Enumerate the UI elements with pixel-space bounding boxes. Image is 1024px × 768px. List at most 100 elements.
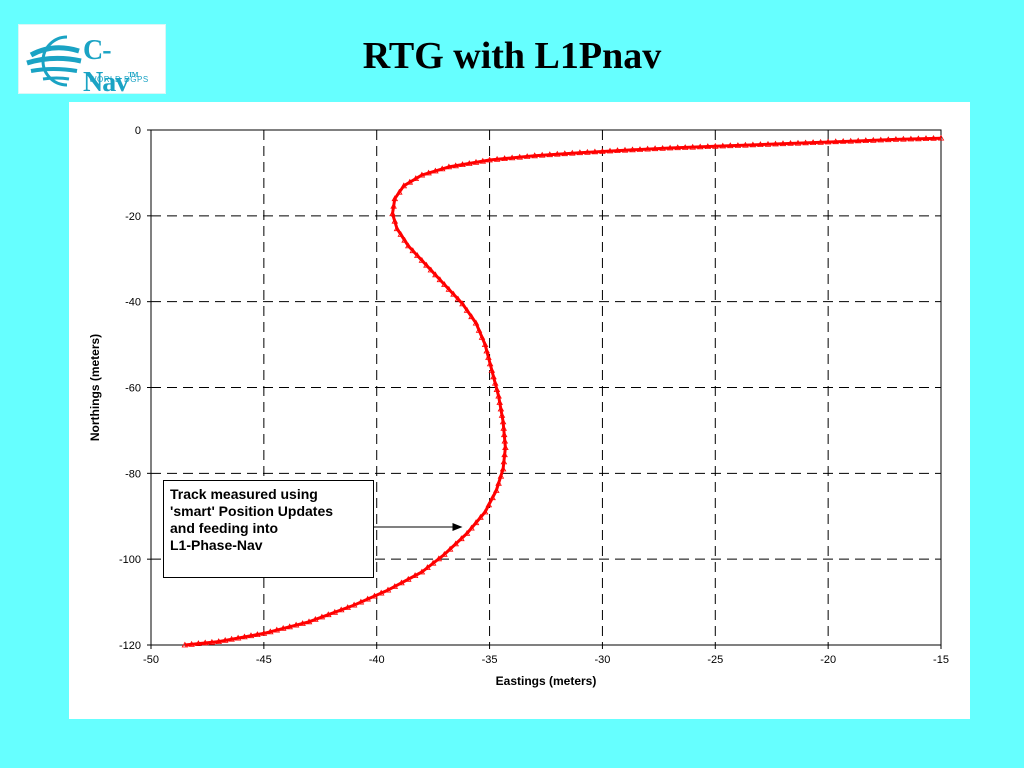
annotation-callout: Track measured using 'smart' Position Up… [163,480,374,578]
track-point [325,611,332,618]
track-point [809,139,817,145]
track-point [481,341,489,347]
track-point [188,640,195,647]
track-point [247,632,255,639]
track-point [749,141,757,148]
track-point [629,146,636,153]
track-point [719,142,727,149]
track-point [644,145,651,152]
track-point [450,290,457,297]
track-point [488,366,496,373]
track-point [561,150,569,157]
track-point [599,148,606,154]
track-point [486,156,493,163]
track-point [409,247,417,254]
track-point [500,458,508,465]
track-point [305,618,313,625]
slide-title: RTG with L1Pnav [362,35,662,77]
track-point [772,140,779,147]
track-point [459,300,466,307]
track-point [446,545,454,552]
track-point [432,167,439,174]
track-point [538,151,546,158]
track-point [892,135,900,142]
track-point [391,195,399,202]
track-point [234,634,242,641]
track-point [485,501,493,508]
track-point [937,134,945,141]
track-point [696,143,704,150]
track-point [241,633,248,640]
y-tick-label: 0 [135,125,141,137]
track-point [727,142,734,149]
x-tick-label: -50 [143,654,159,666]
track-point [779,140,787,147]
track-point [704,143,712,149]
track-point [689,143,696,150]
track-point [497,472,505,479]
track-point [481,508,489,515]
track-point [666,144,674,151]
track-point [516,153,523,160]
track-point [432,271,439,278]
track-point [441,281,448,287]
track-point [389,210,396,217]
track-point [636,146,644,152]
track-point [424,564,431,570]
track-point [441,550,448,557]
track-point [391,583,399,589]
track-point [286,623,293,630]
track-point [531,152,538,159]
track-point [472,519,480,526]
track-point [215,638,222,644]
y-tick-label: -120 [119,640,141,652]
track-point [907,135,915,142]
track-point [397,230,405,237]
track-point [475,326,483,333]
x-tick-label: -35 [482,654,498,666]
track-point [411,572,419,578]
track-point [412,175,420,181]
track-point [344,604,351,610]
track-point [554,150,561,157]
track-point [493,155,501,162]
y-tick-label: -40 [125,297,141,309]
x-tick-label: -30 [594,654,610,666]
x-tick-label: -45 [256,654,272,666]
track-point [357,598,365,605]
track-point [493,487,500,493]
track-point [391,217,399,224]
track-point [436,276,444,283]
track-point [418,171,426,178]
track-point [312,615,319,622]
x-tick-label: -25 [707,654,723,666]
y-tick-label: -20 [125,211,141,223]
track-point [418,256,426,263]
track-point [502,444,509,450]
track-point [396,188,403,195]
track-point [493,386,501,392]
track-point [435,555,443,562]
track-point [463,529,471,536]
track-point [337,606,345,613]
track-point [659,144,666,151]
track-point [885,136,892,143]
track-point [429,559,437,566]
track-point [405,242,412,249]
track-point [870,136,877,143]
track-point [414,252,421,258]
track-point [208,638,216,645]
track-point [273,626,281,633]
track-point [817,138,824,145]
track-point [393,225,401,232]
track-point [877,136,885,143]
track-point [377,589,385,596]
track-point [479,157,487,164]
track-point [794,139,802,146]
track-point [468,313,475,320]
track-point [427,266,435,273]
track-point [454,295,462,302]
track-point [621,146,629,153]
y-axis-title: Northings (meters) [88,334,102,441]
track-point [279,624,287,631]
